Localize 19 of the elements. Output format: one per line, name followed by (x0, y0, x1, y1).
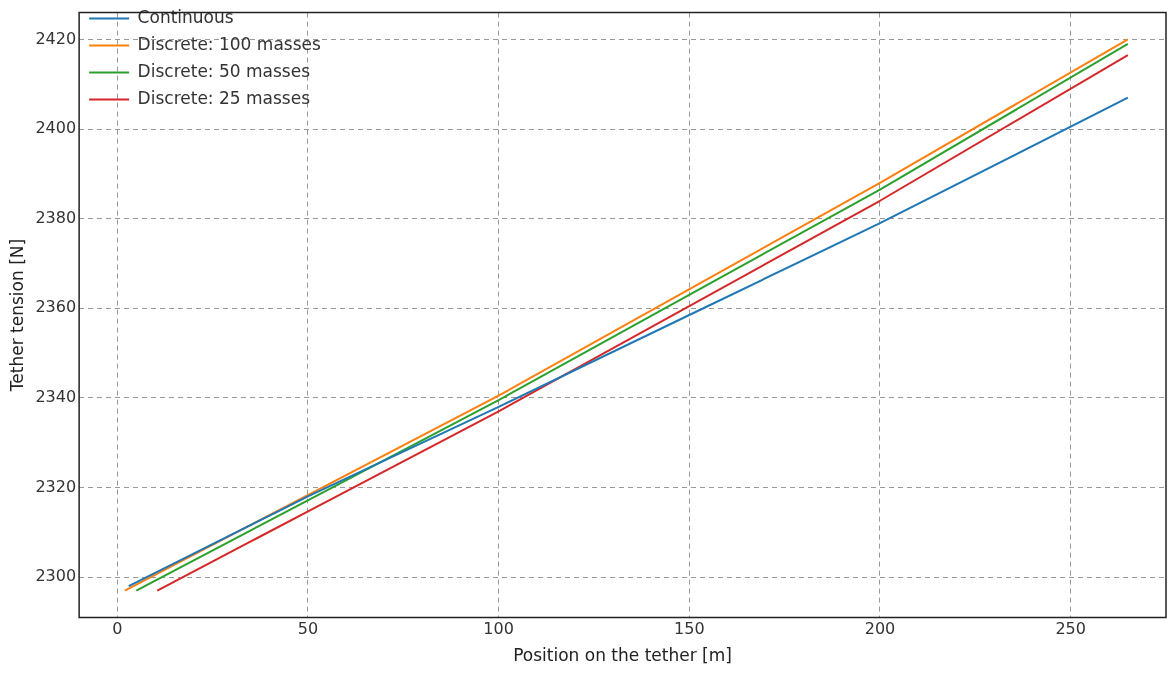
x-tick-label: 200 (864, 619, 896, 639)
x-axis-title: Position on the tether [m] (513, 645, 732, 666)
y-tick-label: 2380 (35, 207, 77, 227)
legend-label: Discrete: 100 masses (137, 33, 321, 54)
y-tick-label: 2360 (35, 297, 77, 317)
legend-label: Continuous (137, 6, 234, 27)
legend-label: Discrete: 50 masses (137, 60, 311, 81)
y-tick-label: 2340 (35, 387, 77, 407)
x-tick-label: 150 (674, 619, 705, 639)
y-tick-label: 2320 (35, 476, 77, 496)
y-axis-title: Tether tension [N] (6, 238, 27, 393)
x-tick-label: 250 (1055, 619, 1086, 639)
y-tick-label: 2420 (35, 28, 77, 48)
legend-label: Discrete: 25 masses (137, 87, 311, 108)
x-tick-label: 50 (297, 619, 319, 639)
x-tick-label: 0 (112, 619, 123, 639)
y-tick-label: 2400 (35, 118, 77, 138)
x-tick-label: 100 (483, 619, 514, 639)
y-tick-label: 2300 (35, 566, 77, 586)
